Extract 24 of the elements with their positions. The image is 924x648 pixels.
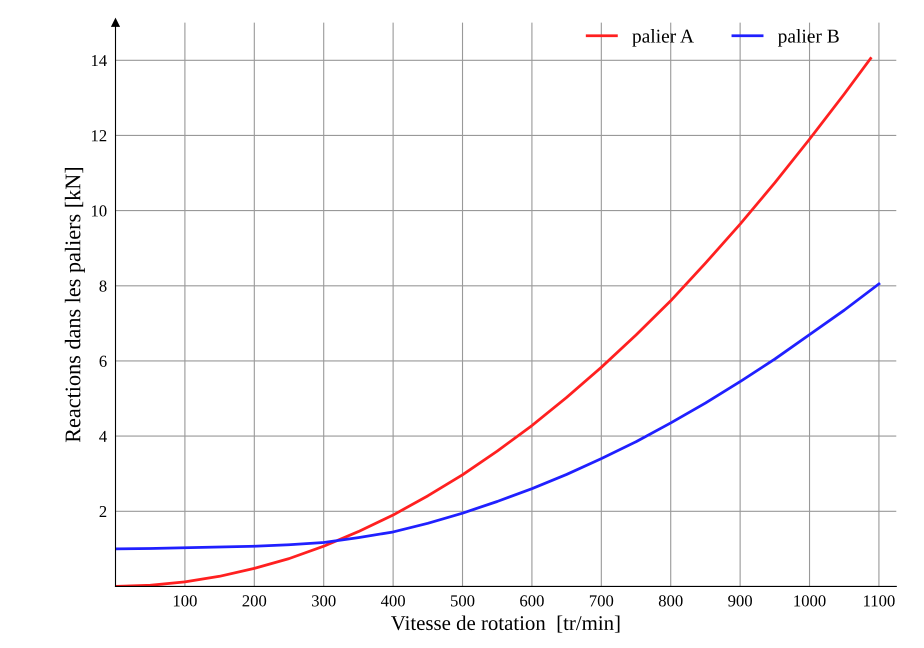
legend-label: palier B [778, 29, 839, 47]
legend-label: palier A [632, 29, 694, 47]
y-tick-label: 8 [99, 280, 107, 292]
line-series [116, 282, 880, 550]
x-tick-label: 400 [380, 595, 405, 607]
x-axis-title: Vitesse de rotation [tr/min] [391, 615, 620, 633]
y-tick-label: 12 [92, 130, 106, 142]
x-tick-label: 900 [728, 595, 752, 607]
y-tick-label: 2 [100, 506, 106, 518]
y-tick-label: 6 [100, 356, 107, 367]
x-tick-label: 800 [658, 595, 683, 607]
y-axis-title: Reactions dans les paliers [kN] [64, 168, 85, 442]
x-tick-label: 300 [312, 595, 336, 607]
x-tick-label: 700 [590, 595, 614, 607]
x-tick-label: 100 [174, 595, 197, 607]
y-tick-label: 10 [92, 205, 107, 217]
line-series [116, 56, 872, 586]
x-tick-label: 200 [242, 595, 266, 607]
x-tick-label: 500 [450, 595, 474, 607]
y-tick-label: 14 [92, 55, 107, 66]
x-tick-label: 1100 [864, 595, 895, 607]
x-tick-label: 600 [520, 595, 544, 607]
x-tick-label: 1000 [794, 595, 826, 607]
y-tick-label: 4 [99, 430, 107, 442]
